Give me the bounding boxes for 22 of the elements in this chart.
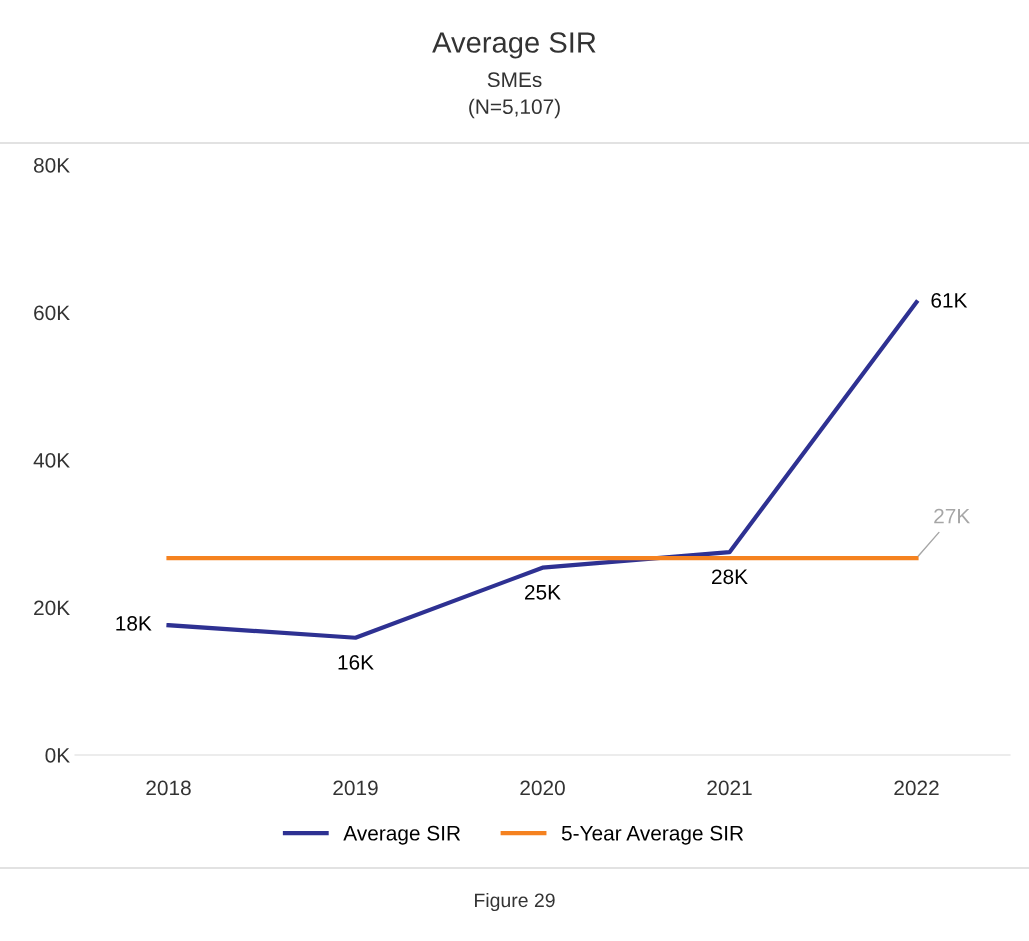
y-tick-label: 60K [34, 305, 70, 321]
data-label: 25K [525, 584, 561, 600]
data-label: 61K [931, 293, 968, 308]
legend-label: Average SIR [343, 825, 461, 845]
chart-subtitle: SMEs (N=5,107) [469, 72, 560, 119]
x-tick-label: 2020 [520, 780, 565, 796]
x-tick-label: 2018 [146, 780, 191, 796]
y-tick-label: 80K [33, 158, 70, 173]
data-label: 28K [712, 569, 748, 585]
caption: Figure 29 [475, 892, 555, 912]
y-tick-label: 20K [34, 600, 70, 616]
chart-title: Average SIR [432, 32, 596, 59]
x-tick-label: 2019 [333, 780, 378, 796]
data-label: 27K [934, 508, 970, 524]
x-tick-label: 2021 [707, 780, 752, 796]
data-label: 16K [338, 654, 374, 670]
y-tick-label: 0K [45, 748, 70, 763]
x-tick-label: 2022 [894, 780, 939, 796]
data-label: 18K [116, 616, 152, 631]
y-tick-label: 40K [33, 453, 70, 468]
legend-label: 5-Year Average SIR [561, 825, 744, 845]
line-series [166, 300, 919, 640]
